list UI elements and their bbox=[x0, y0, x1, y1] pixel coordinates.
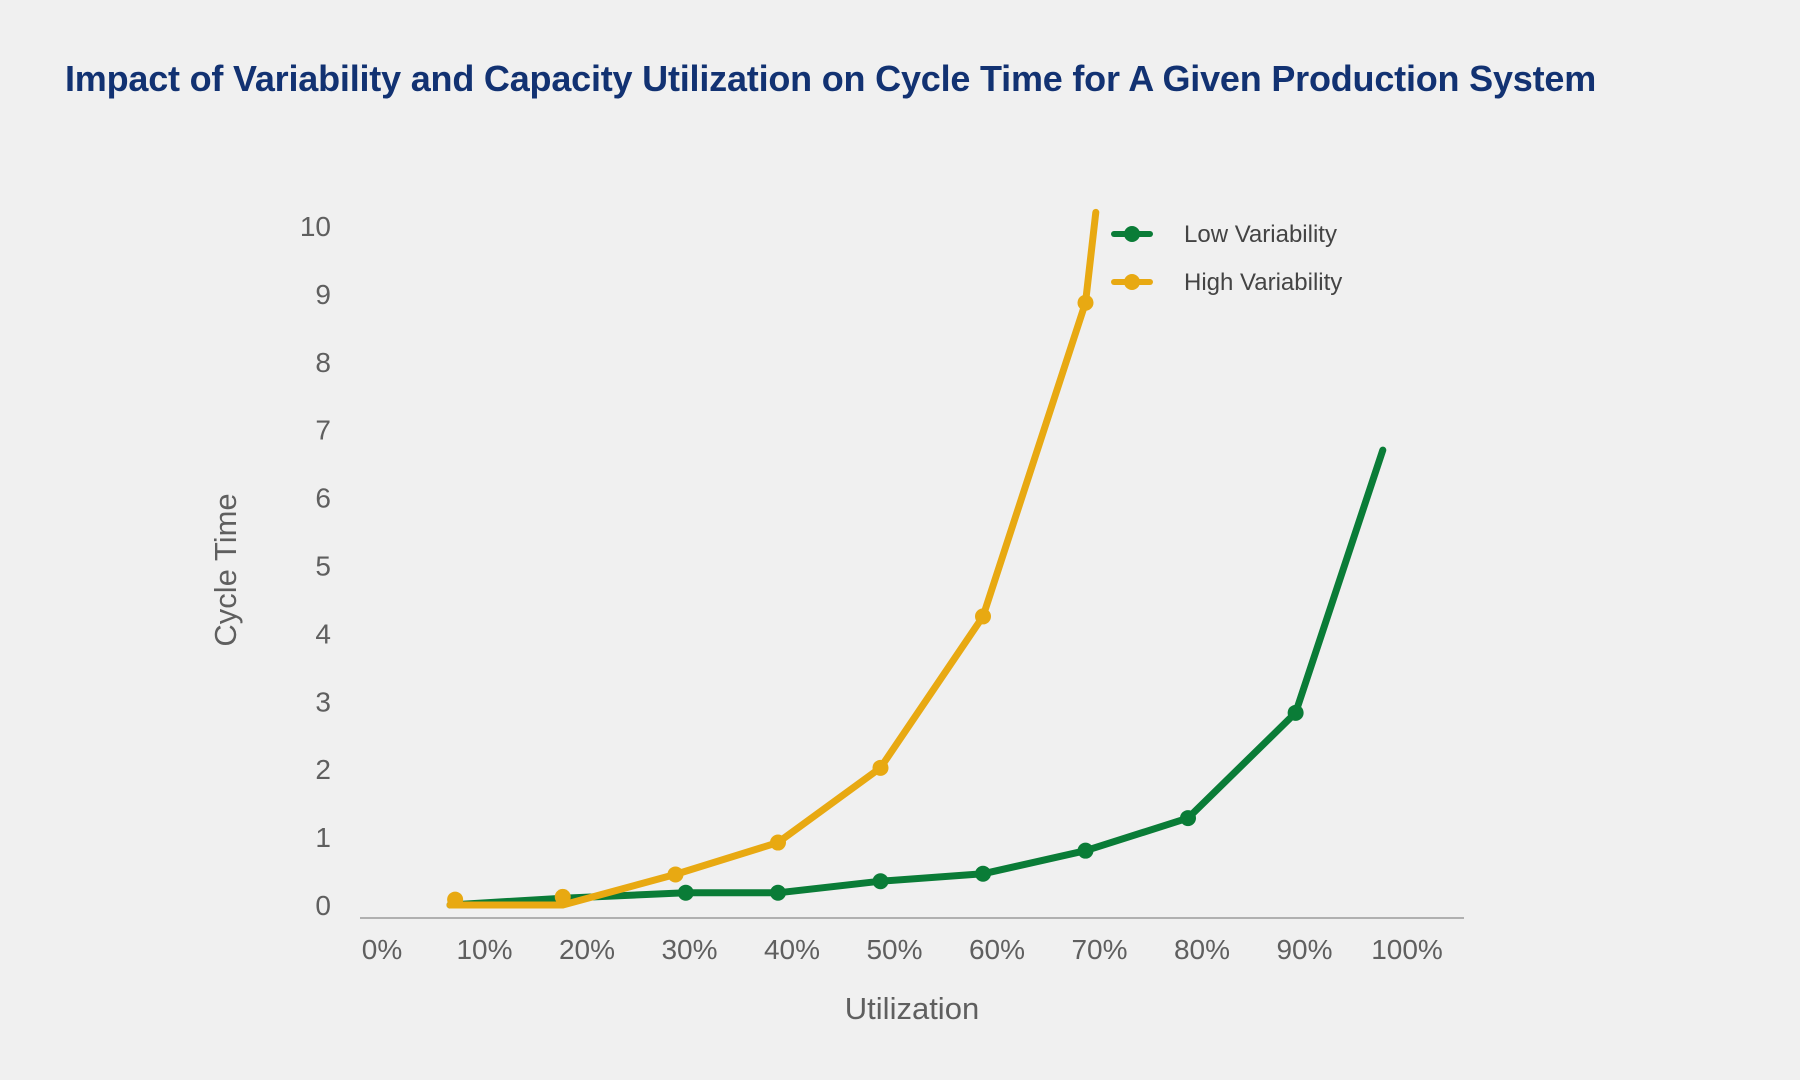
data-point bbox=[1180, 810, 1196, 827]
legend-item: High Variability bbox=[1111, 269, 1342, 296]
data-point bbox=[872, 759, 889, 776]
y-tick-label: 0 bbox=[315, 890, 331, 921]
legend-marker-swatch bbox=[1124, 226, 1140, 242]
chart-title: Impact of Variability and Capacity Utili… bbox=[65, 58, 1597, 99]
y-tick-label: 1 bbox=[315, 822, 331, 853]
series-low-variability bbox=[446, 446, 1387, 909]
y-axis-ticks: 0 1 2 3 4 5 6 7 8 9 10 bbox=[300, 211, 331, 921]
x-tick-label: 50% bbox=[866, 934, 922, 965]
x-tick-label: 30% bbox=[661, 934, 717, 965]
data-point bbox=[770, 884, 786, 901]
data-point bbox=[872, 873, 889, 890]
x-tick-label: 70% bbox=[1071, 934, 1127, 965]
data-point bbox=[554, 888, 571, 905]
data-point bbox=[1077, 294, 1094, 311]
x-axis-ticks: 0% 10% 20% 30% 40% 50% 60% 70% 80% 90% 100% bbox=[362, 934, 1443, 965]
y-tick-label: 6 bbox=[315, 483, 331, 514]
y-tick-label: 7 bbox=[315, 415, 331, 446]
series-line bbox=[446, 446, 1387, 909]
legend-marker-swatch bbox=[1124, 274, 1140, 290]
y-tick-label: 9 bbox=[315, 279, 331, 310]
x-tick-label: 0% bbox=[362, 934, 402, 965]
legend-item: Low Variability bbox=[1111, 221, 1337, 248]
data-point bbox=[975, 608, 991, 625]
data-point bbox=[667, 866, 684, 883]
x-tick-label: 90% bbox=[1276, 934, 1332, 965]
x-tick-label: 40% bbox=[764, 934, 820, 965]
data-point bbox=[770, 834, 786, 851]
y-tick-label: 4 bbox=[315, 618, 331, 649]
y-tick-label: 3 bbox=[315, 686, 331, 717]
series-line bbox=[446, 208, 1100, 909]
y-axis-title: Cycle Time bbox=[208, 493, 243, 646]
y-tick-label: 10 bbox=[300, 211, 331, 242]
legend-label: High Variability bbox=[1184, 269, 1342, 296]
data-point bbox=[1287, 704, 1304, 721]
x-tick-label: 10% bbox=[456, 934, 512, 965]
y-tick-label: 5 bbox=[315, 551, 331, 582]
y-tick-label: 2 bbox=[315, 754, 331, 785]
data-point bbox=[1077, 842, 1094, 859]
y-tick-label: 8 bbox=[315, 347, 331, 378]
x-tick-label: 80% bbox=[1174, 934, 1230, 965]
data-point bbox=[677, 884, 694, 901]
legend: Low Variability High Variability bbox=[1111, 221, 1342, 296]
x-axis-title: Utilization bbox=[845, 991, 979, 1026]
data-point bbox=[975, 865, 991, 882]
x-tick-label: 60% bbox=[969, 934, 1025, 965]
series-high-variability bbox=[446, 208, 1100, 909]
data-point bbox=[447, 891, 464, 908]
series-layer bbox=[446, 208, 1387, 909]
legend-label: Low Variability bbox=[1184, 221, 1337, 248]
x-tick-label: 20% bbox=[559, 934, 615, 965]
x-tick-label: 100% bbox=[1371, 934, 1443, 965]
